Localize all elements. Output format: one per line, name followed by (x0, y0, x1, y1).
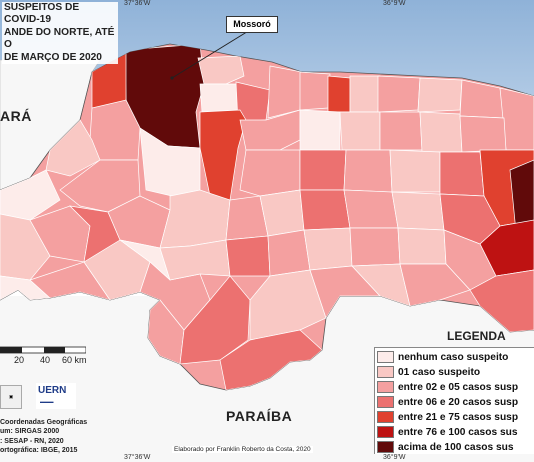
municipality-area (303, 227, 353, 271)
legend-item: entre 06 e 20 casos susp (377, 395, 518, 409)
municipality-area (343, 189, 399, 229)
legend-label: nenhum caso suspeito (398, 351, 509, 363)
legend-label: acima de 100 casos sus (398, 441, 514, 453)
uern-logo-text: UERN (38, 385, 67, 396)
municipality-area (379, 111, 423, 151)
municipality-area (459, 115, 507, 153)
municipality-area (349, 75, 381, 113)
scale-tick: 40 (40, 355, 51, 365)
coord-top-left: 37°36'W (124, 0, 151, 7)
municipality-area (377, 75, 421, 113)
municipality-area (267, 65, 303, 119)
legend-item: 01 caso suspeito (377, 365, 480, 379)
legend-item: nenhum caso suspeito (377, 350, 508, 364)
municipality-area (391, 191, 445, 231)
scale-tick: 60 km (62, 355, 87, 365)
municipality-area (389, 149, 441, 193)
map-title: SUSPEITOS DE COVID-19 ANDE DO NORTE, ATÉ… (2, 2, 118, 65)
title-line: SUSPEITOS DE COVID-19 (4, 2, 80, 26)
mossoro-callout: Mossoró (226, 16, 278, 33)
municipality-area (339, 111, 381, 151)
municipality-area (439, 151, 485, 197)
metadata-line: Coordenadas Geográficas (0, 419, 88, 426)
legend-swatch (377, 381, 394, 393)
legend-swatch (377, 366, 394, 378)
coord-bottom-right: 36°9'W (383, 454, 406, 461)
callout-dot (170, 76, 174, 80)
municipality-area (29, 261, 111, 301)
state-label-ceara: ARÁ (0, 108, 32, 124)
callout-leader (171, 29, 251, 79)
municipality-area (219, 329, 323, 390)
municipality-area (343, 149, 393, 193)
author-credit: Elaborado por Franklin Roberto da Costa,… (172, 446, 313, 453)
municipality-area (0, 213, 51, 281)
municipality-area (159, 189, 231, 249)
scale-bar (0, 346, 86, 354)
municipality-area (299, 149, 347, 191)
municipality-area (239, 149, 301, 197)
municipality-area (417, 77, 463, 113)
municipality-area (299, 189, 351, 231)
legend-swatch (377, 351, 394, 363)
municipality-area (509, 159, 534, 233)
title-line: DE MARÇO DE 2020 (4, 51, 102, 63)
municipality-area (199, 83, 239, 113)
coord-top-right: 36°9'W (383, 0, 406, 7)
municipality-area (199, 109, 247, 201)
legend-swatch (377, 426, 394, 438)
legend-swatch (377, 411, 394, 423)
municipality-area (299, 109, 341, 151)
legend-item: entre 76 e 100 casos sus (377, 425, 518, 439)
legend-swatch (377, 441, 394, 453)
legend-label: 01 caso suspeito (398, 366, 481, 378)
legend-label: entre 02 e 05 casos susp (398, 381, 519, 393)
municipality-area (0, 169, 61, 221)
municipality-area (225, 235, 271, 277)
scale-tick: 20 (14, 355, 25, 365)
legend-item: entre 02 e 05 casos susp (377, 380, 518, 394)
state-label-paraiba: PARAÍBA (226, 408, 293, 424)
legend-title: LEGENDA (447, 329, 506, 343)
legend-label: entre 21 e 75 casos susp (398, 411, 519, 423)
title-line: ANDE DO NORTE, ATÉ O (4, 26, 115, 51)
municipality-area (309, 265, 381, 319)
legend-item: entre 21 e 75 casos susp (377, 410, 518, 424)
legend-label: entre 06 e 20 casos susp (398, 396, 519, 408)
legend: nenhum caso suspeito 01 caso suspeito en… (374, 347, 534, 454)
metadata-line: ortográfica: IBGE, 2015 (0, 446, 78, 454)
municipality-area (179, 275, 251, 365)
municipality-area (299, 71, 331, 111)
legend-label: entre 76 e 100 casos sus (398, 426, 518, 438)
metadata-line: um: SIRGAS 2000 (0, 428, 60, 436)
coord-bottom-left: 37°36'W (124, 454, 151, 461)
municipality-area (397, 227, 447, 265)
municipality-area (197, 55, 245, 85)
legend-item: acima de 100 casos sus (377, 440, 514, 454)
legend-swatch (377, 396, 394, 408)
metadata-line: : SESAP - RN, 2020 (0, 437, 64, 445)
municipality-area (267, 229, 311, 277)
municipality-area (349, 227, 401, 267)
map-metadata: Coordenadas Geográficas um: SIRGAS 2000 … (0, 418, 87, 455)
municipality-area (327, 75, 351, 113)
municipality-area (259, 189, 305, 237)
uern-logo-mark: ▬▬▬ (40, 399, 54, 404)
municipality-area (399, 263, 471, 307)
uern-logo: UERN ▬▬▬ (36, 383, 76, 409)
municipality-area (419, 111, 463, 153)
institution-logo: ▣ (0, 385, 22, 409)
